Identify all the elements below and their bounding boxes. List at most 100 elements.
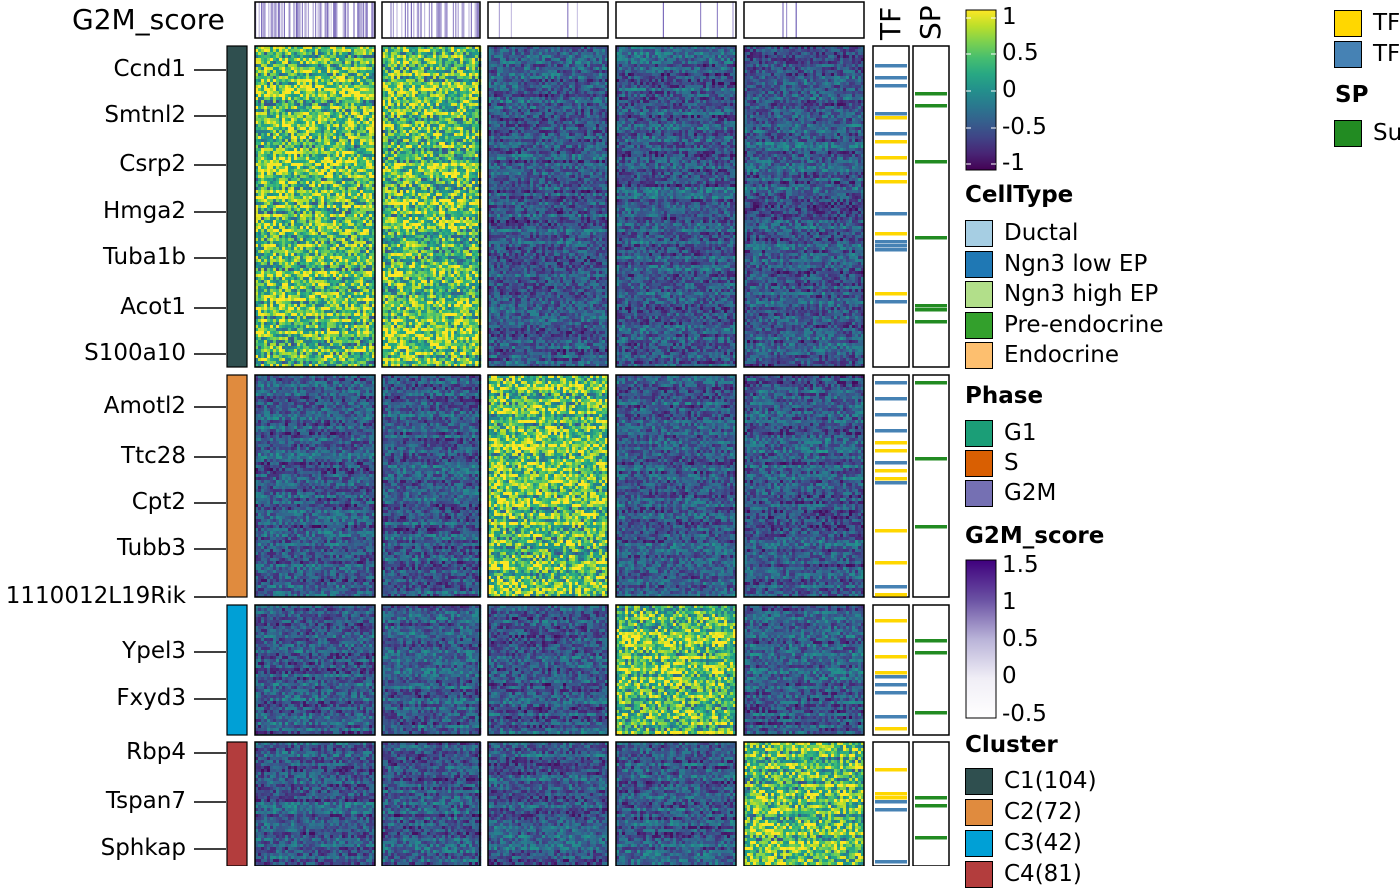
tf-mark bbox=[875, 76, 907, 80]
gene-label: Ypel3 bbox=[0, 640, 186, 663]
heatmap-block-C4-1 bbox=[382, 742, 481, 866]
cluster-bar-C2 bbox=[227, 375, 247, 597]
tf-mark bbox=[875, 461, 907, 465]
gene-label: S100a10 bbox=[0, 342, 186, 365]
sp-label: Su bbox=[1373, 122, 1400, 145]
tf-mark bbox=[875, 441, 907, 445]
gene-label: Sphkap bbox=[0, 837, 186, 860]
tf-mark bbox=[875, 244, 907, 248]
sp-mark bbox=[915, 236, 947, 240]
tf-mark bbox=[875, 675, 907, 679]
sp-mark bbox=[915, 651, 947, 655]
tf-mark bbox=[875, 808, 907, 812]
expr-tick-4: -0.5 bbox=[1002, 116, 1047, 139]
heatmap-block-C2-0 bbox=[255, 375, 375, 597]
tf-track-C4 bbox=[873, 742, 909, 866]
sp-mark bbox=[915, 711, 947, 715]
tf-mark bbox=[875, 727, 907, 731]
tf-mark bbox=[875, 655, 907, 659]
g2m-track-border-4 bbox=[744, 2, 864, 38]
tf-mark bbox=[875, 64, 907, 68]
tf-mark bbox=[875, 116, 907, 120]
celltype-label: Ngn3 high EP bbox=[1004, 283, 1158, 306]
tf-mark bbox=[875, 84, 907, 88]
tf-mark bbox=[875, 792, 907, 796]
cluster-label: C1(104) bbox=[1004, 770, 1097, 793]
tf-mark bbox=[875, 639, 907, 643]
celltype-label: Ductal bbox=[1004, 222, 1078, 245]
heatmap-block-C4-2 bbox=[488, 742, 608, 866]
g2m-colorbar bbox=[966, 560, 996, 718]
tf-mark bbox=[875, 561, 907, 565]
g2m-tick-2: 1 bbox=[1002, 591, 1017, 614]
celltype-legend-title: CellType bbox=[965, 184, 1073, 207]
phase-label: S bbox=[1004, 452, 1019, 475]
expression-colorbar bbox=[966, 10, 996, 170]
phase-swatch bbox=[965, 480, 993, 507]
tf-annotation-title: TF bbox=[877, 7, 905, 40]
tf-mark bbox=[875, 172, 907, 176]
top-annotation-title: G2M_score bbox=[72, 6, 225, 34]
gene-label: Tubb3 bbox=[0, 537, 186, 560]
g2m-legend-title: G2M_score bbox=[965, 525, 1104, 548]
g2m-track-1 bbox=[390, 2, 479, 38]
tf-mark bbox=[875, 132, 907, 136]
heatmap-block-C4-0 bbox=[255, 742, 375, 866]
tf-mark bbox=[875, 240, 907, 244]
cluster-bar-C1 bbox=[227, 46, 247, 367]
tf-mark bbox=[875, 715, 907, 719]
tf-mark bbox=[875, 112, 907, 116]
sp-mark bbox=[915, 92, 947, 96]
sp-mark bbox=[915, 160, 947, 164]
tf-label: TF bbox=[1373, 12, 1400, 35]
gene-label: Tspan7 bbox=[0, 790, 186, 813]
heatmap-block-C3-1 bbox=[382, 605, 481, 735]
heatmap-block-C1-2 bbox=[488, 46, 608, 367]
tf-mark bbox=[875, 671, 907, 675]
tf-mark bbox=[875, 529, 907, 533]
gene-label: Hmga2 bbox=[0, 200, 186, 223]
tf-mark bbox=[875, 156, 907, 160]
g2m-tick-4: 0 bbox=[1002, 665, 1017, 688]
expr-tick-2: 0.5 bbox=[1002, 42, 1039, 65]
tf-swatch bbox=[1334, 41, 1362, 68]
tf-mark bbox=[875, 397, 907, 401]
cluster-swatch bbox=[965, 768, 993, 795]
heatmap-canvas bbox=[0, 0, 1400, 866]
tf-track-C1 bbox=[873, 46, 909, 367]
tf-mark bbox=[875, 800, 907, 804]
gene-label: Ccnd1 bbox=[0, 58, 186, 81]
tf-mark bbox=[875, 300, 907, 304]
tf-mark bbox=[875, 413, 907, 417]
tf-mark bbox=[875, 796, 907, 800]
sp-mark bbox=[915, 304, 947, 308]
sp-track-C3 bbox=[913, 605, 949, 735]
celltype-swatch bbox=[965, 312, 993, 339]
gene-label: Tuba1b bbox=[0, 246, 186, 269]
gene-label: Acot1 bbox=[0, 296, 186, 319]
sp-mark bbox=[915, 104, 947, 108]
tf-mark bbox=[875, 585, 907, 589]
heatmap-block-C2-1 bbox=[382, 375, 481, 597]
sp-legend-title: SP bbox=[1335, 84, 1368, 107]
heatmap-block-C1-1 bbox=[382, 46, 481, 367]
cluster-bar-C3 bbox=[227, 605, 247, 735]
g2m-track-2 bbox=[499, 2, 578, 38]
sp-mark bbox=[915, 639, 947, 643]
gene-label: Ttc28 bbox=[0, 445, 186, 468]
heatmap-block-C3-2 bbox=[488, 605, 608, 735]
gene-label: Cpt2 bbox=[0, 491, 186, 514]
celltype-label: Endocrine bbox=[1004, 344, 1119, 367]
gene-label: Amotl2 bbox=[0, 395, 186, 418]
tf-mark bbox=[875, 860, 907, 864]
heatmap-block-C2-4 bbox=[744, 375, 864, 597]
phase-label: G1 bbox=[1004, 422, 1036, 445]
heatmap-block-C3-0 bbox=[255, 605, 375, 735]
tf-swatch bbox=[1334, 10, 1362, 37]
phase-swatch bbox=[965, 420, 993, 447]
heatmap-block-C4-4 bbox=[744, 742, 864, 866]
tf-mark bbox=[875, 593, 907, 597]
heatmap-block-C1-4 bbox=[744, 46, 864, 367]
tf-mark bbox=[875, 232, 907, 236]
cluster-label: C3(42) bbox=[1004, 832, 1082, 855]
